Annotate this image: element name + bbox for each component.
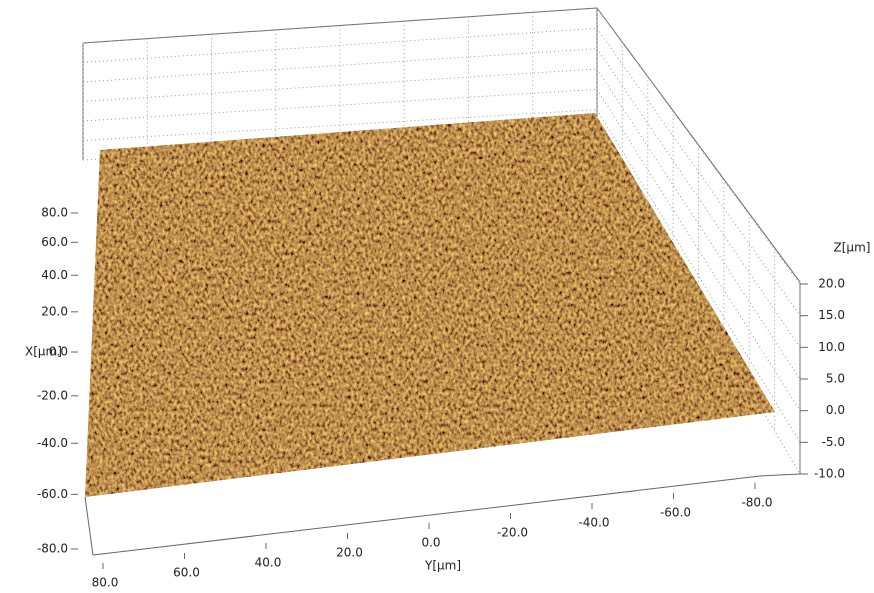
z-tick-label: 15.0 xyxy=(818,308,845,322)
z-tick-label: -5.0 xyxy=(822,435,845,449)
y-tick-label: -40.0 xyxy=(578,516,609,530)
y-tick-label: 20.0 xyxy=(336,546,363,560)
y-axis-title: Y[µm] xyxy=(424,559,461,573)
y-tick-label: -60.0 xyxy=(660,506,691,520)
z-tick-label: 0.0 xyxy=(826,403,845,417)
y-tick-label: 60.0 xyxy=(173,566,200,580)
x-tick-label: 40.0 xyxy=(41,268,68,282)
x-tick-label: 60.0 xyxy=(41,235,68,249)
y-tick-label: -20.0 xyxy=(497,526,528,540)
x-tick-label: 20.0 xyxy=(41,304,68,318)
z-tick-label: 5.0 xyxy=(826,372,845,386)
z-tick-label: -10.0 xyxy=(814,467,845,481)
y-tick-label: -80.0 xyxy=(741,496,772,510)
z-axis-title: Z[µm] xyxy=(834,241,871,255)
x-tick-label: -80.0 xyxy=(37,542,68,556)
y-tick-label: 0.0 xyxy=(421,536,440,550)
grid-line xyxy=(83,28,597,62)
surface xyxy=(85,113,775,497)
x-tick-label: -40.0 xyxy=(37,436,68,450)
x-tick-label: -60.0 xyxy=(37,487,68,501)
chart: X[µm] Y[µm] Z[µm] 80.060.040.020.00.0-20… xyxy=(0,0,874,593)
x-tick-label: 80.0 xyxy=(41,206,68,220)
z-tick-label: 10.0 xyxy=(818,340,845,354)
y-tick-label: 80.0 xyxy=(92,576,119,590)
z-tick-label: 20.0 xyxy=(818,277,845,291)
x-tick-label: -20.0 xyxy=(37,388,68,402)
x-tick-label: 0.0 xyxy=(49,345,68,359)
y-tick-label: 40.0 xyxy=(255,556,282,570)
